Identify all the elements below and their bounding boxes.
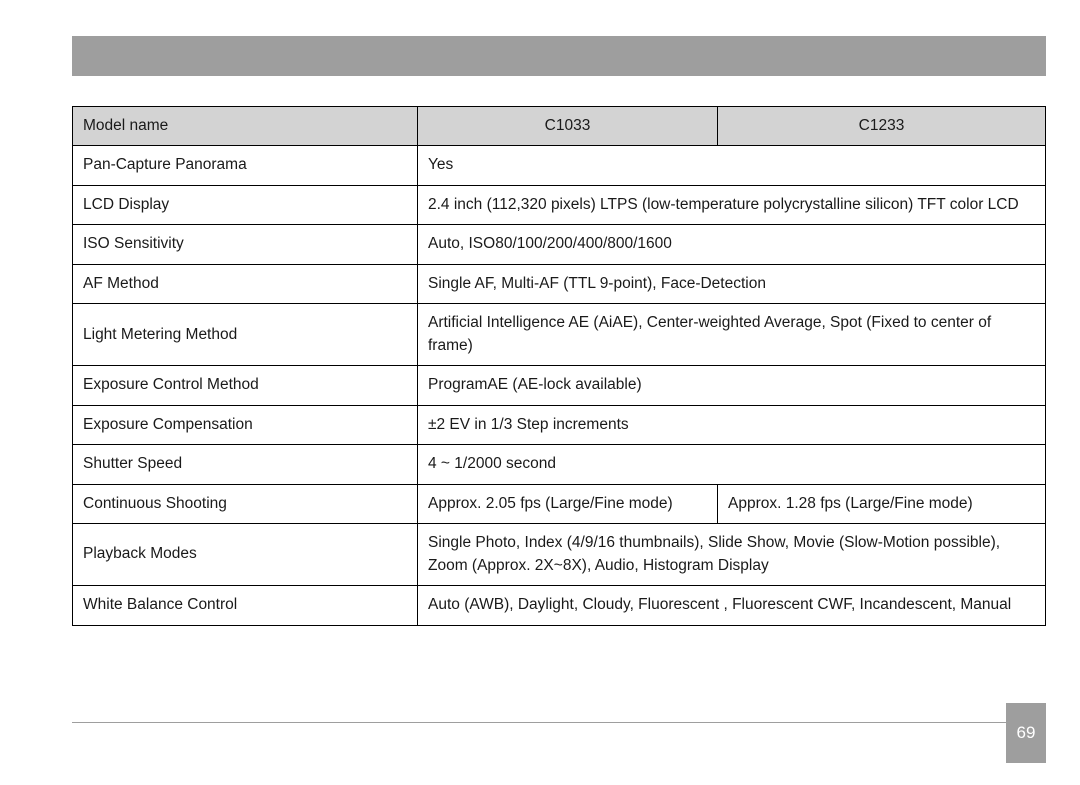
table-row: Exposure Control MethodProgramAE (AE-loc… [73, 366, 1046, 405]
row-value: Single AF, Multi-AF (TTL 9-point), Face-… [418, 264, 1046, 303]
row-label: AF Method [73, 264, 418, 303]
row-label: ISO Sensitivity [73, 225, 418, 264]
table-row: Continuous ShootingApprox. 2.05 fps (Lar… [73, 484, 1046, 523]
page-number-box: 69 [1006, 703, 1046, 763]
table-row: White Balance ControlAuto (AWB), Dayligh… [73, 586, 1046, 625]
row-label: Continuous Shooting [73, 484, 418, 523]
table-header-row: Model name C1033 C1233 [73, 107, 1046, 146]
row-value-col1: Approx. 2.05 fps (Large/Fine mode) [418, 484, 718, 523]
page-number: 69 [1017, 723, 1036, 743]
header-model-c1033: C1033 [418, 107, 718, 146]
table-row: Exposure Compensation±2 EV in 1/3 Step i… [73, 405, 1046, 444]
header-model-c1233: C1233 [718, 107, 1046, 146]
row-label: Light Metering Method [73, 304, 418, 366]
row-value-col2: Approx. 1.28 fps (Large/Fine mode) [718, 484, 1046, 523]
table-row: LCD Display2.4 inch (112,320 pixels) LTP… [73, 185, 1046, 224]
table-row: Pan-Capture PanoramaYes [73, 146, 1046, 185]
row-value: 4 ~ 1/2000 second [418, 445, 1046, 484]
row-label: LCD Display [73, 185, 418, 224]
row-label: Shutter Speed [73, 445, 418, 484]
row-value: Auto, ISO80/100/200/400/800/1600 [418, 225, 1046, 264]
row-value: Yes [418, 146, 1046, 185]
row-label: Exposure Compensation [73, 405, 418, 444]
table-row: AF MethodSingle AF, Multi-AF (TTL 9-poin… [73, 264, 1046, 303]
row-value: Single Photo, Index (4/9/16 thumbnails),… [418, 524, 1046, 586]
row-label: Exposure Control Method [73, 366, 418, 405]
spec-table-body: Pan-Capture PanoramaYesLCD Display2.4 in… [73, 146, 1046, 625]
footer-divider [72, 722, 1008, 723]
spec-table: Model name C1033 C1233 Pan-Capture Panor… [72, 106, 1046, 626]
header-model-name: Model name [73, 107, 418, 146]
row-value: Artificial Intelligence AE (AiAE), Cente… [418, 304, 1046, 366]
table-row: Playback ModesSingle Photo, Index (4/9/1… [73, 524, 1046, 586]
row-label: White Balance Control [73, 586, 418, 625]
table-row: ISO SensitivityAuto, ISO80/100/200/400/8… [73, 225, 1046, 264]
row-label: Pan-Capture Panorama [73, 146, 418, 185]
row-value: ±2 EV in 1/3 Step increments [418, 405, 1046, 444]
table-row: Light Metering MethodArtificial Intellig… [73, 304, 1046, 366]
header-bar [72, 36, 1046, 76]
row-value: ProgramAE (AE-lock available) [418, 366, 1046, 405]
spec-table-wrap: Model name C1033 C1233 Pan-Capture Panor… [72, 106, 1046, 626]
row-value: 2.4 inch (112,320 pixels) LTPS (low-temp… [418, 185, 1046, 224]
table-row: Shutter Speed4 ~ 1/2000 second [73, 445, 1046, 484]
row-value: Auto (AWB), Daylight, Cloudy, Fluorescen… [418, 586, 1046, 625]
page: Model name C1033 C1233 Pan-Capture Panor… [0, 0, 1080, 785]
row-label: Playback Modes [73, 524, 418, 586]
